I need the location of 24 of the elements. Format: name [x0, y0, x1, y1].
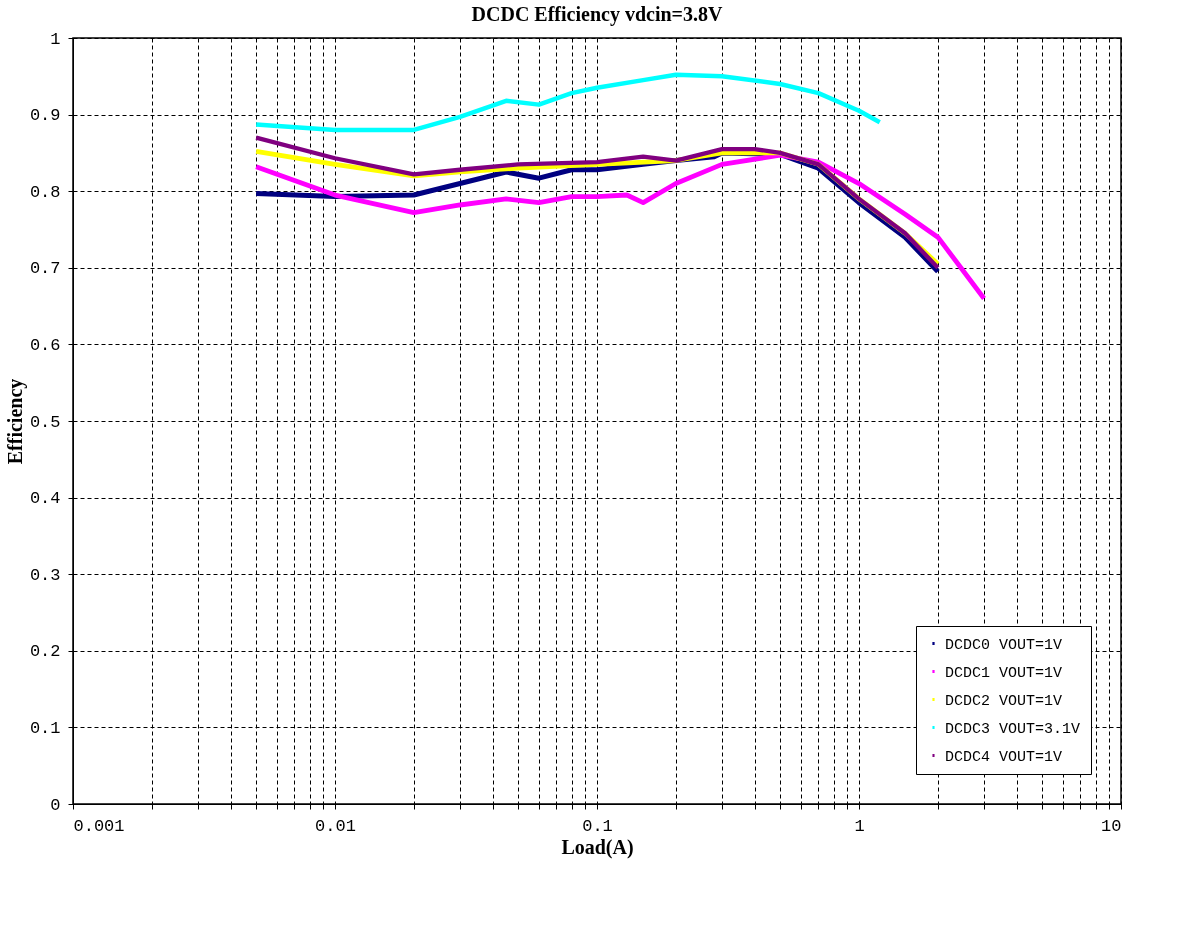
y-axis-title: Efficiency	[3, 378, 27, 465]
y-tick-label: 0.7	[29, 259, 61, 279]
x-tick-label: 10	[1101, 816, 1122, 836]
y-tick-label: 0.5	[29, 412, 61, 432]
x-tick-label: 1	[854, 816, 865, 836]
y-tick-label: 1	[50, 29, 61, 49]
chart-title: DCDC Efficiency vdcin=3.8V	[471, 3, 723, 26]
x-tick-label: 0.001	[73, 816, 125, 836]
y-tick-label: 0.1	[29, 718, 61, 738]
x-tick-label: 0.01	[315, 816, 356, 836]
y-tick-label: 0.4	[29, 489, 61, 509]
legend-label: DCDC3 VOUT=3.1V	[945, 720, 1081, 738]
y-tick-label: 0.8	[29, 182, 61, 202]
legend-label: DCDC4 VOUT=1V	[945, 748, 1063, 766]
y-tick-label: 0.9	[29, 106, 61, 126]
y-tick-label: 0.6	[29, 335, 61, 355]
y-tick-label: 0.3	[29, 565, 61, 585]
legend-label: DCDC1 VOUT=1V	[945, 664, 1063, 682]
x-axis-title: Load(A)	[561, 835, 634, 859]
x-tick-label: 0.1	[582, 816, 613, 836]
y-tick-label: 0.2	[29, 642, 61, 662]
legend-label: DCDC2 VOUT=1V	[945, 692, 1063, 710]
y-tick-label: 0	[50, 795, 61, 815]
legend-label: DCDC0 VOUT=1V	[945, 636, 1063, 654]
